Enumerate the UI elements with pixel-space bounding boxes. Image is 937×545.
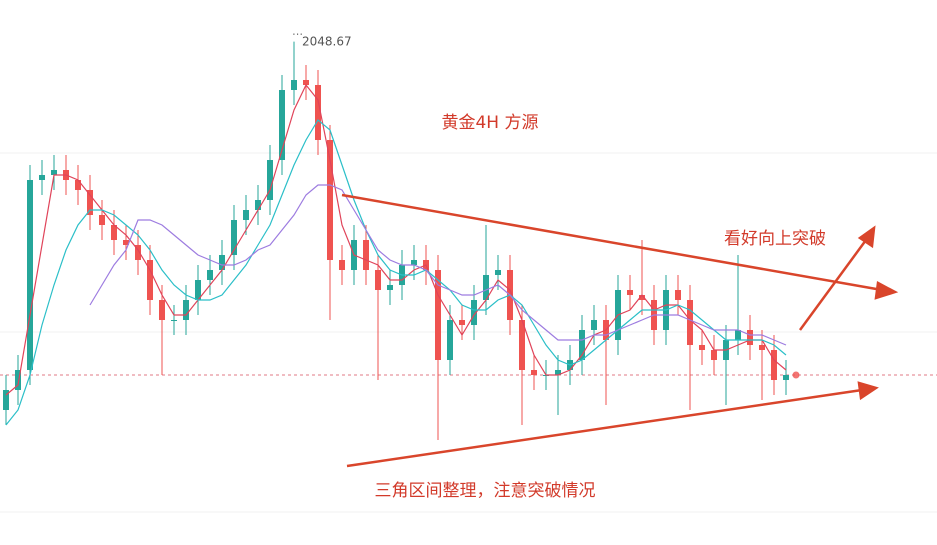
high-label: 2048.67: [302, 35, 352, 49]
candle-body: [219, 255, 225, 270]
candle-body: [135, 245, 141, 260]
background-grid: [0, 152, 937, 513]
candle-body: [411, 260, 417, 265]
candle-body: [759, 345, 765, 350]
candle-body: [303, 80, 309, 85]
candle-body: [579, 330, 585, 360]
candle-body: [555, 370, 561, 375]
candle-body: [687, 300, 693, 345]
candle-body: [99, 215, 105, 225]
candle-body: [267, 160, 273, 200]
candle-body: [195, 280, 201, 300]
candle-body: [171, 320, 177, 321]
candle-body: [639, 295, 645, 300]
candle-body: [51, 170, 57, 175]
candle-body: [591, 320, 597, 330]
candle-body: [39, 175, 45, 180]
candle-body: [315, 85, 321, 140]
candle-body: [147, 260, 153, 300]
candle-body: [279, 90, 285, 160]
candle-body: [447, 320, 453, 360]
last-price-dot: [792, 371, 800, 379]
candle-body: [327, 140, 333, 260]
candle-body: [735, 330, 741, 340]
plot: ⋯2048.67: [0, 28, 937, 440]
moving-average-line: [5, 83, 787, 396]
candle-body: [495, 270, 501, 275]
annotation: 三角区间整理，注意突破情况: [375, 481, 596, 501]
candle-body: [27, 180, 33, 370]
candle-body: [183, 300, 189, 320]
candle-body: [471, 300, 477, 325]
trend-annotations: [341, 193, 899, 468]
candle-body: [699, 345, 705, 350]
candle-body: [87, 190, 93, 215]
candle-body: [531, 370, 537, 375]
candle-body: [711, 350, 717, 360]
candle-body: [747, 330, 753, 345]
moving-average-line: [5, 119, 787, 426]
candle-body: [255, 200, 261, 210]
candle-body: [675, 290, 681, 300]
candle-body: [75, 180, 81, 190]
candle-body: [3, 390, 9, 410]
candle-body: [387, 285, 393, 290]
candle-body: [627, 290, 633, 295]
candle-body: [231, 220, 237, 255]
candle-body: [339, 260, 345, 270]
candle-body: [123, 240, 129, 245]
candle-body: [15, 370, 21, 390]
candle-body: [783, 375, 789, 380]
annotation: 看好向上突破: [724, 229, 826, 249]
candle-body: [363, 240, 369, 270]
candle-body: [483, 275, 489, 300]
moving-average-line: [89, 184, 787, 346]
candle-body: [459, 320, 465, 325]
chart-title: 黄金4H 方源: [441, 113, 538, 133]
candle-body: [519, 320, 525, 370]
candle-body: [159, 300, 165, 320]
candle-body: [207, 270, 213, 280]
high-label-leader: ⋯: [292, 28, 303, 41]
candle-body: [111, 225, 117, 240]
candle-body: [771, 350, 777, 380]
candle-body: [291, 80, 297, 90]
candle-body: [243, 210, 249, 220]
candle-body: [375, 270, 381, 290]
candle-body: [435, 270, 441, 360]
